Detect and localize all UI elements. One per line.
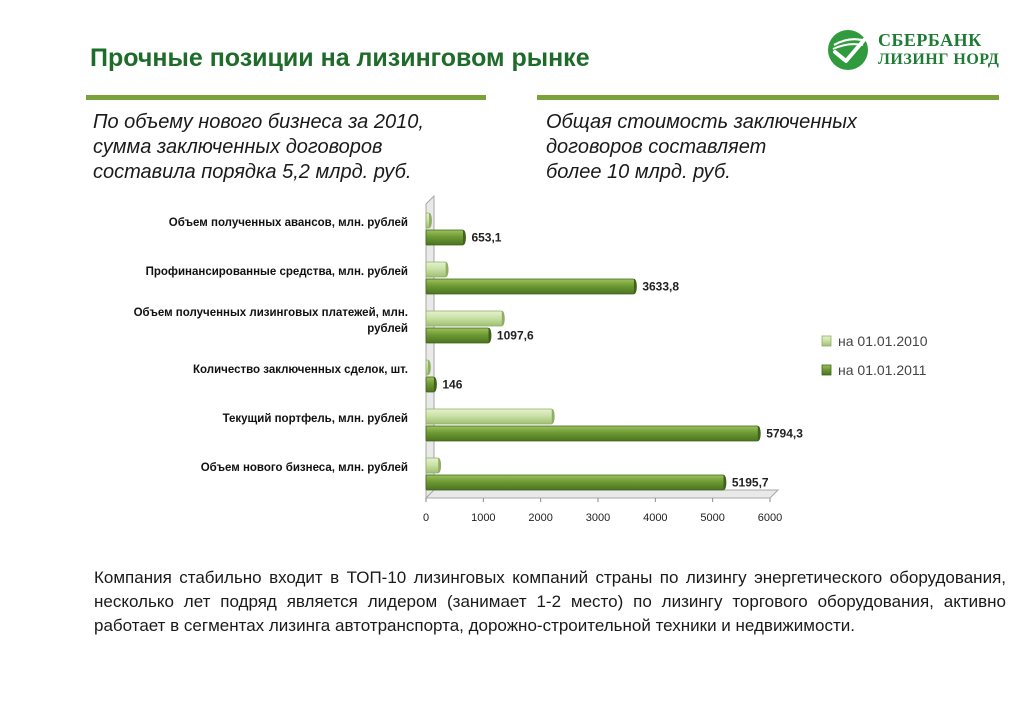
- data-label: 1097,6: [497, 329, 534, 343]
- bar-2011: [425, 327, 490, 344]
- x-tick-label: 0: [423, 512, 429, 524]
- note-total-contracts: Общая стоимость заключенных договоров со…: [546, 110, 966, 185]
- category-label: Профинансированные средства, млн. рублей: [146, 266, 408, 278]
- legend-label: на 01.01.2011: [838, 362, 927, 378]
- data-label: 5794,3: [766, 427, 803, 441]
- data-label: 5195,7: [732, 476, 769, 490]
- legend-swatch: [821, 364, 832, 376]
- note-line: более 10 млрд. руб.: [546, 161, 731, 183]
- data-label: 3633,8: [642, 280, 679, 294]
- note-line: составила порядка 5,2 млрд. руб.: [93, 161, 412, 183]
- bar-2010: [425, 212, 430, 229]
- bar-2010: [425, 359, 429, 376]
- bar-2010: [425, 310, 503, 327]
- x-tick-label: 6000: [758, 512, 782, 524]
- company-summary: Компания стабильно входит в ТОП-10 лизин…: [94, 568, 1006, 635]
- category-label: Объем полученных лизинговых платежей, мл…: [134, 307, 408, 319]
- sberbank-logo-icon: [828, 30, 868, 70]
- chart-floor: [424, 489, 780, 499]
- logo-text-line2: ЛИЗИНГ НОРД: [878, 51, 1000, 68]
- leasing-bar-chart: 0 1000 2000 3000 4000 5000 6000 653,1 Объем полу…: [134, 194, 928, 524]
- data-label: 146: [442, 378, 462, 392]
- note-line: сумма заключенных договоров: [93, 136, 383, 158]
- divider-left: [86, 95, 486, 100]
- note-line: Общая стоимость заключенных: [546, 111, 857, 133]
- category-label: Текущий портфель, млн. рублей: [223, 413, 408, 425]
- divider-right: [537, 95, 999, 100]
- sberbank-leasing-logo: СБЕРБАНК ЛИЗИНГ НОРД: [826, 26, 1000, 76]
- bar-2011: [425, 278, 635, 295]
- note-line: По объему нового бизнеса за 2010,: [93, 111, 424, 133]
- page-title: Прочные позиции на лизинговом рынке: [90, 44, 590, 72]
- bar-2011: [425, 474, 725, 491]
- x-tick-label: 3000: [586, 512, 610, 524]
- bar-2010: [425, 408, 553, 425]
- x-tick-label: 2000: [528, 512, 552, 524]
- category-label: Объем нового бизнеса, млн. рублей: [201, 462, 408, 474]
- bar-2011: [425, 229, 464, 246]
- bar-2010: [425, 261, 447, 278]
- legend-swatch: [821, 335, 832, 347]
- logo-text-line1: СБЕРБАНК: [878, 30, 982, 50]
- x-tick-label: 5000: [700, 512, 724, 524]
- category-label: Объем полученных авансов, млн. рублей: [169, 217, 408, 229]
- category-label: Количество заключенных сделок, шт.: [193, 364, 408, 376]
- note-new-business: По объему нового бизнеса за 2010, сумма …: [93, 110, 513, 185]
- legend-label: на 01.01.2010: [838, 333, 928, 349]
- x-tick-label: 1000: [471, 512, 495, 524]
- bar-2010: [425, 457, 440, 474]
- data-label: 653,1: [471, 231, 501, 245]
- bar-2011: [425, 425, 759, 442]
- bar-2011: [425, 376, 435, 393]
- category-label: рублей: [367, 323, 408, 335]
- x-tick-label: 4000: [643, 512, 667, 524]
- note-line: договоров составляет: [546, 136, 767, 158]
